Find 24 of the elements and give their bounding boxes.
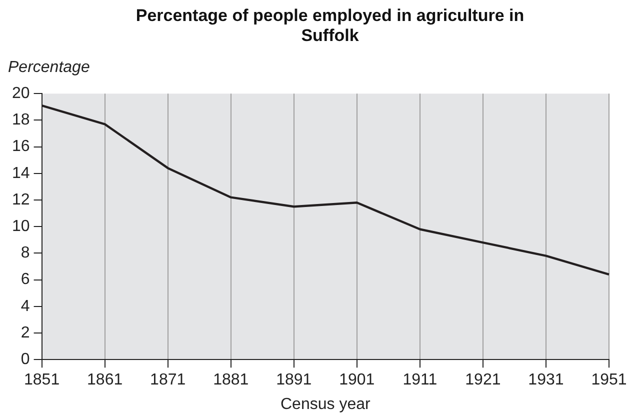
x-tick-label: 1921 — [465, 372, 501, 389]
y-tick-label: 18 — [12, 112, 30, 129]
x-tick-label: 1911 — [402, 372, 438, 389]
y-tick-label: 10 — [12, 218, 30, 236]
y-tick-label: 16 — [12, 138, 30, 156]
x-tick-label: 1951 — [591, 372, 627, 389]
x-tick-label: 1861 — [87, 372, 123, 389]
x-tick-label: 1851 — [24, 372, 60, 389]
x-tick-label: 1901 — [339, 372, 375, 389]
y-tick-label: 14 — [12, 164, 30, 182]
y-tick-label: 0 — [20, 351, 30, 368]
x-tick-label: 1931 — [528, 372, 564, 389]
y-tick-label: 4 — [20, 298, 30, 315]
y-tick-label: 20 — [12, 85, 30, 102]
x-tick-label: 1881 — [213, 372, 249, 389]
y-tick-label: 12 — [12, 191, 30, 208]
chart-title: Percentage of people employed in agriculture in Suffolk — [134, 6, 526, 46]
x-tick-label: 1871 — [150, 372, 186, 389]
y-axis-title: Percentage — [8, 59, 90, 77]
y-tick-label: 8 — [20, 244, 30, 262]
y-tick-label: 2 — [20, 324, 30, 342]
y-tick-label: 6 — [20, 271, 30, 288]
x-axis-title: Census year — [280, 396, 371, 413]
x-tick-label: 1891 — [276, 372, 312, 389]
